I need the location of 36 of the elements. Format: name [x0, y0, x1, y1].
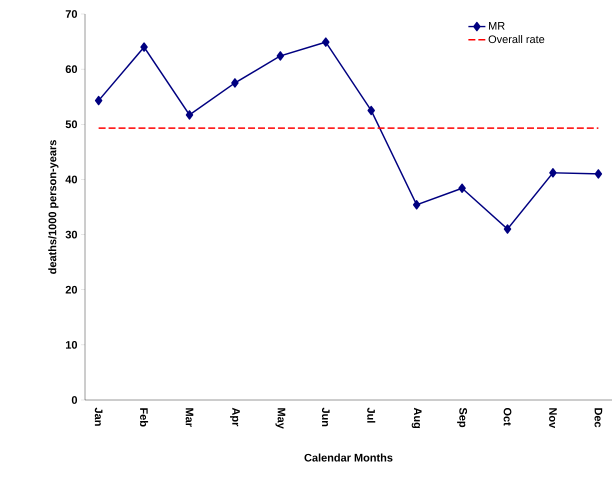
- legend-label: MR: [489, 22, 505, 30]
- x-tick-label: Oct: [504, 408, 512, 426]
- point: [322, 37, 330, 47]
- y-tick-label: 10: [66, 340, 78, 349]
- x-tick-label: Mar: [186, 408, 194, 427]
- point: [94, 96, 102, 106]
- point: [367, 106, 375, 116]
- x-tick-label: Jan: [94, 408, 102, 426]
- y-tick-label: 50: [66, 120, 78, 128]
- y-tick-label: 30: [66, 230, 78, 238]
- y-tick-label: 70: [66, 10, 78, 18]
- point: [549, 168, 557, 178]
- x-tick-label: Sep: [457, 408, 468, 428]
- legend-label: Overall rate: [488, 35, 544, 44]
- point: [186, 110, 194, 120]
- x-tick-label: Jul: [367, 408, 376, 423]
- x-tick-label: Aug: [412, 408, 422, 428]
- x-tick-label: May: [275, 408, 286, 429]
- x-axis-title: Calendar Months: [304, 454, 392, 462]
- point: [276, 51, 284, 61]
- y-tick-label: 20: [66, 286, 78, 294]
- x-tick-label: Apr: [230, 408, 240, 426]
- y-tick-label: 0: [72, 396, 78, 404]
- point: [458, 184, 466, 193]
- x-tick-label: Dec: [594, 408, 602, 428]
- y-tick-label: 60: [66, 65, 78, 74]
- point: [504, 224, 512, 234]
- x-tick-label: Nov: [549, 408, 557, 428]
- point: [412, 200, 420, 210]
- y-tick-label: 40: [65, 176, 78, 184]
- point: [231, 78, 239, 88]
- point: [594, 169, 602, 179]
- x-tick-label: Feb: [140, 408, 148, 427]
- y-axis-title: deaths/1000 person-years: [48, 140, 58, 274]
- x-tick-label: Jun: [322, 408, 330, 426]
- point: [140, 42, 148, 52]
